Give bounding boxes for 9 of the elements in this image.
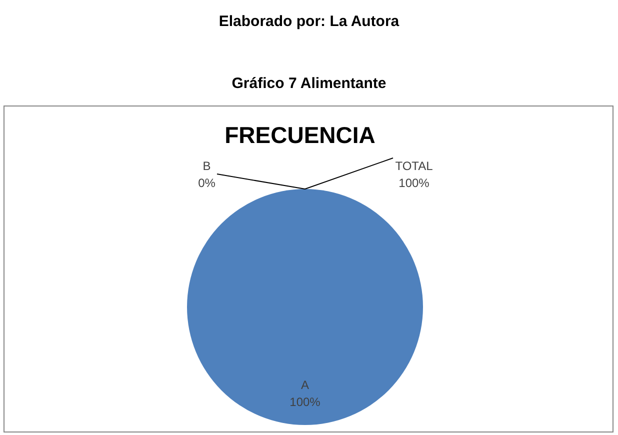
data-label: 100% — [290, 394, 321, 409]
chart-subtitle: FRECUENCIA — [224, 122, 376, 148]
category-label: B — [202, 159, 211, 173]
category-label: TOTAL — [395, 159, 433, 173]
text: 100% — [398, 176, 430, 190]
text: Elaborado por: La Autora — [218, 13, 400, 30]
slice-label: A — [300, 378, 310, 392]
chart-title: Gráfico 7 Alimentante — [232, 75, 386, 92]
text: 0% — [198, 176, 216, 190]
